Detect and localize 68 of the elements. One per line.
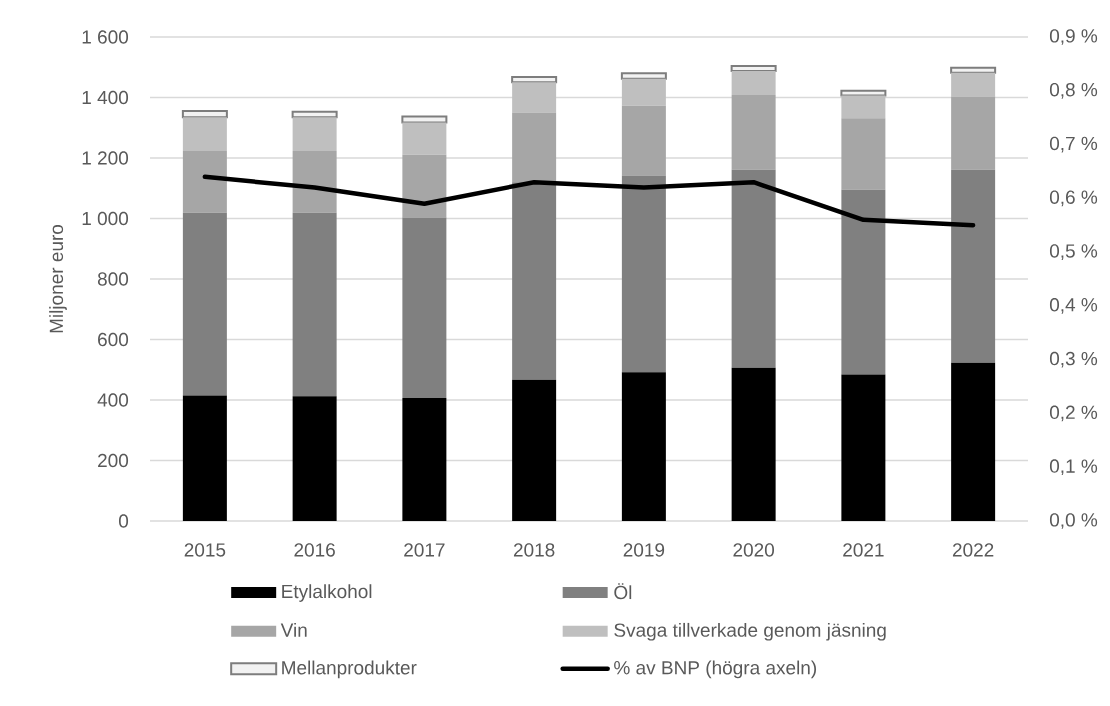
bar bbox=[621, 105, 666, 176]
bar bbox=[951, 96, 996, 170]
x-tick-label: 2015 bbox=[184, 543, 226, 557]
y2-tick-label: 0,3 % bbox=[1049, 351, 1098, 368]
legend-label: % av BNP (högra axeln) bbox=[614, 660, 817, 679]
line-series bbox=[202, 174, 976, 228]
x-tick-label: 2016 bbox=[294, 543, 335, 557]
bar bbox=[841, 189, 886, 375]
x-tick-label: 2018 bbox=[513, 543, 555, 557]
y-tick-label: 1 600 bbox=[82, 30, 129, 44]
bar bbox=[841, 118, 886, 190]
legend-label: Mellanprodukter bbox=[282, 660, 417, 679]
y2-tick-label: 0,5 % bbox=[1049, 244, 1098, 260]
x-tick-label: 2022 bbox=[952, 543, 994, 557]
y-tick-label: 200 bbox=[98, 453, 129, 468]
bar bbox=[182, 117, 227, 152]
y-tick-label: 600 bbox=[98, 332, 129, 347]
bar bbox=[182, 212, 227, 396]
bar bbox=[512, 112, 557, 183]
y2-tick-label: 0,9 % bbox=[1049, 29, 1098, 45]
bar bbox=[292, 117, 337, 152]
y-tick-label: 800 bbox=[97, 272, 129, 286]
bar bbox=[731, 95, 776, 170]
bar bbox=[621, 372, 666, 521]
y-tick-label: 0 bbox=[118, 514, 129, 528]
y-axis-title: Miljoner euro bbox=[49, 224, 67, 333]
y-tick-label: 1 400 bbox=[82, 90, 129, 105]
bar bbox=[402, 122, 447, 155]
bar bbox=[841, 95, 886, 119]
bar bbox=[621, 78, 666, 106]
bar bbox=[402, 397, 447, 521]
y-tick-label: 400 bbox=[97, 393, 129, 407]
bar bbox=[731, 367, 776, 521]
bar bbox=[292, 396, 337, 521]
legend-label: Svaga tillverkade genom jäsning bbox=[614, 622, 886, 641]
bar bbox=[951, 169, 996, 363]
bar bbox=[731, 70, 776, 96]
y2-tick-label: 0,4 % bbox=[1049, 298, 1098, 314]
x-tick-label: 2021 bbox=[843, 543, 884, 557]
y2-tick-label: 0,8 % bbox=[1049, 82, 1098, 99]
bar bbox=[512, 182, 557, 380]
bar bbox=[182, 395, 227, 521]
y2-tick-label: 0,2 % bbox=[1049, 405, 1098, 422]
bar bbox=[951, 362, 996, 521]
legend-label: Öl bbox=[614, 583, 632, 600]
y2-tick-label: 0,6 % bbox=[1049, 190, 1098, 207]
x-tick-label: 2017 bbox=[404, 543, 445, 557]
bar bbox=[731, 169, 776, 368]
bar bbox=[512, 82, 557, 113]
bar bbox=[621, 175, 666, 373]
y2-tick-label: 0,1 % bbox=[1049, 459, 1098, 476]
bar bbox=[512, 379, 557, 521]
y2-tick-label: 0,0 % bbox=[1049, 513, 1098, 529]
y-tick-label: 1 000 bbox=[82, 211, 129, 226]
bar bbox=[292, 212, 337, 397]
x-tick-label: 2019 bbox=[623, 543, 665, 557]
bar bbox=[292, 151, 337, 213]
legend-label: Vin bbox=[280, 622, 307, 637]
y-tick-label: 1 200 bbox=[82, 151, 129, 165]
bar bbox=[402, 154, 447, 218]
y2-tick-label: 0,7 % bbox=[1049, 136, 1098, 153]
legend-label: Etylalkohol bbox=[282, 584, 372, 602]
bar bbox=[841, 374, 886, 521]
bar bbox=[182, 151, 227, 213]
bar bbox=[620, 72, 667, 80]
bar bbox=[951, 72, 996, 97]
x-tick-label: 2020 bbox=[733, 543, 775, 557]
bar bbox=[402, 217, 447, 398]
